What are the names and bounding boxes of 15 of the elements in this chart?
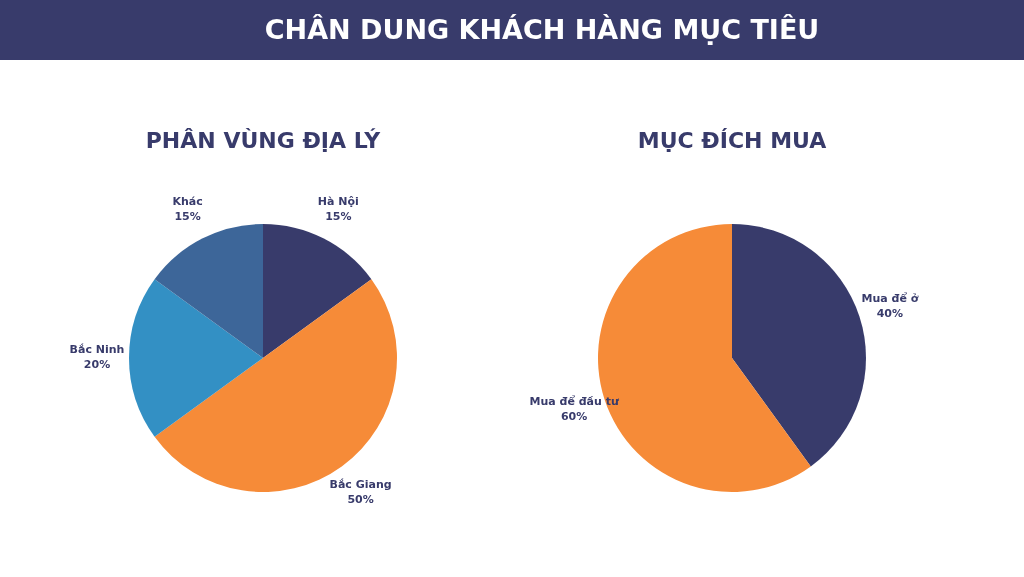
data-label: 15% [325, 210, 352, 224]
chart-title: MỤC ĐÍCH MUA [636, 128, 828, 153]
slice-label: Hà Nội [317, 195, 359, 209]
data-label: 20% [83, 358, 111, 372]
slice-label: Bắc Ninh [69, 343, 125, 357]
text: CHÂN DUNG KHÁCH HÀNG MỤC TIÊU [263, 13, 821, 47]
data-label: 50% [347, 492, 374, 506]
slice-label: Khác [172, 195, 203, 209]
data-label: 40% [876, 307, 904, 321]
slice-label: Mua để đầu tư [529, 394, 620, 408]
slice-label: Mua để ở [861, 292, 919, 306]
chart-title: PHÂN VÙNG ĐỊA LÝ [144, 128, 382, 153]
data-label: 60% [560, 409, 588, 423]
slice-label: Bắc Giang [329, 477, 392, 491]
data-label: 15% [174, 210, 201, 224]
